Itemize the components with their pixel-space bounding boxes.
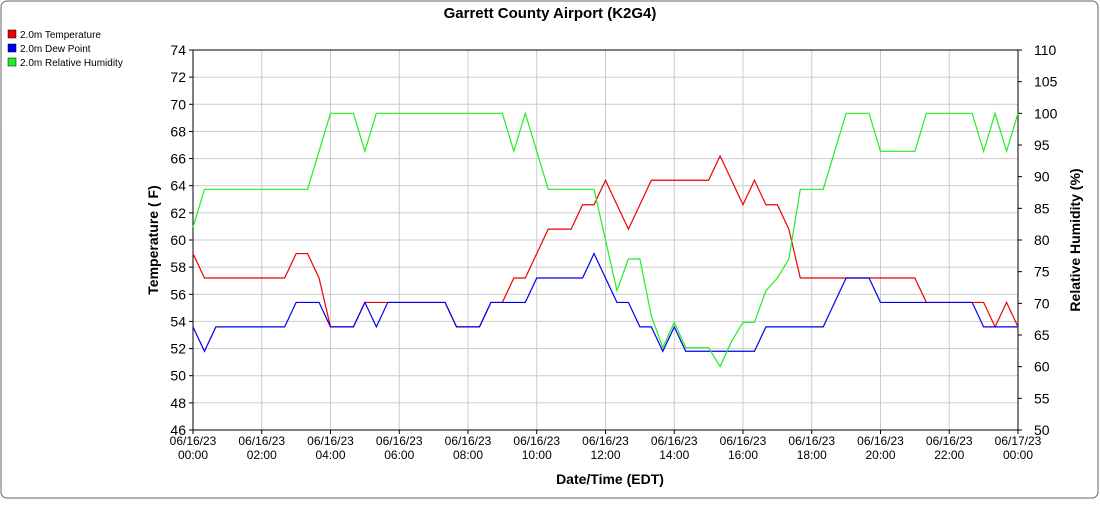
y2-tick-label: 75 [1034,264,1050,280]
x-tick-label: 06/16/23 12:00 [582,434,629,462]
y2-tick-label: 110 [1034,42,1057,58]
legend-swatch [7,57,17,67]
y2-tick-label: 85 [1034,200,1050,216]
x-tick-label: 06/16/23 22:00 [926,434,973,462]
y2-tick-label: 80 [1034,232,1050,248]
x-tick-label: 06/16/23 14:00 [651,434,698,462]
y-tick-label: 48 [170,395,186,411]
y-tick-label: 46 [170,422,186,438]
x-tick-label: 06/16/23 16:00 [720,434,767,462]
legend-label: 2.0m Relative Humidity [20,58,123,69]
y2-axis-label: Relative Humidity (%) [1067,168,1083,311]
y-tick-label: 66 [170,151,186,167]
x-tick-label: 06/16/23 18:00 [788,434,835,462]
y-tick-label: 62 [170,205,186,221]
x-tick-label: 06/16/23 02:00 [238,434,285,462]
y2-tick-label: 50 [1034,422,1050,438]
y-axis-label: Temperature ( F) [145,185,161,294]
y2-tick-label: 60 [1034,359,1050,375]
y2-tick-label: 100 [1034,105,1058,121]
y2-tick-label: 65 [1034,327,1050,343]
legend-label: 2.0m Dew Point [20,44,91,55]
y-tick-label: 56 [170,286,186,302]
y-tick-label: 58 [170,259,186,275]
y-tick-label: 64 [170,178,186,194]
x-tick-label: 06/17/23 00:00 [995,434,1042,462]
x-tick-label: 06/16/23 04:00 [307,434,354,462]
legend-label: 2.0m Temperature [20,30,101,41]
y2-tick-label: 95 [1034,137,1050,153]
x-tick-label: 06/16/23 06:00 [376,434,423,462]
x-axis-label: Date/Time (EDT) [556,471,664,487]
y-tick-label: 50 [170,368,186,384]
y2-tick-label: 90 [1034,169,1050,185]
y-tick-label: 70 [170,96,186,112]
y-tick-label: 72 [170,69,186,85]
y-tick-label: 74 [170,42,186,58]
x-tick-label: 06/16/23 00:00 [170,434,217,462]
y-tick-label: 60 [170,232,186,248]
y2-tick-label: 55 [1034,390,1050,406]
y-tick-label: 54 [170,313,186,329]
series-line [192,111,1019,368]
plot-frame [192,49,1019,431]
legend-swatch [7,43,17,53]
legend-swatch [7,29,17,39]
x-tick-label: 06/16/23 20:00 [857,434,904,462]
y-tick-label: 68 [170,123,186,139]
y2-tick-label: 105 [1034,74,1058,90]
x-tick-label: 06/16/23 10:00 [513,434,560,462]
y2-tick-label: 70 [1034,295,1050,311]
x-tick-label: 06/16/23 08:00 [445,434,492,462]
chart-title: Garrett County Airport (K2G4) [444,5,657,22]
series-line [192,252,1018,353]
y-tick-label: 52 [170,341,186,357]
